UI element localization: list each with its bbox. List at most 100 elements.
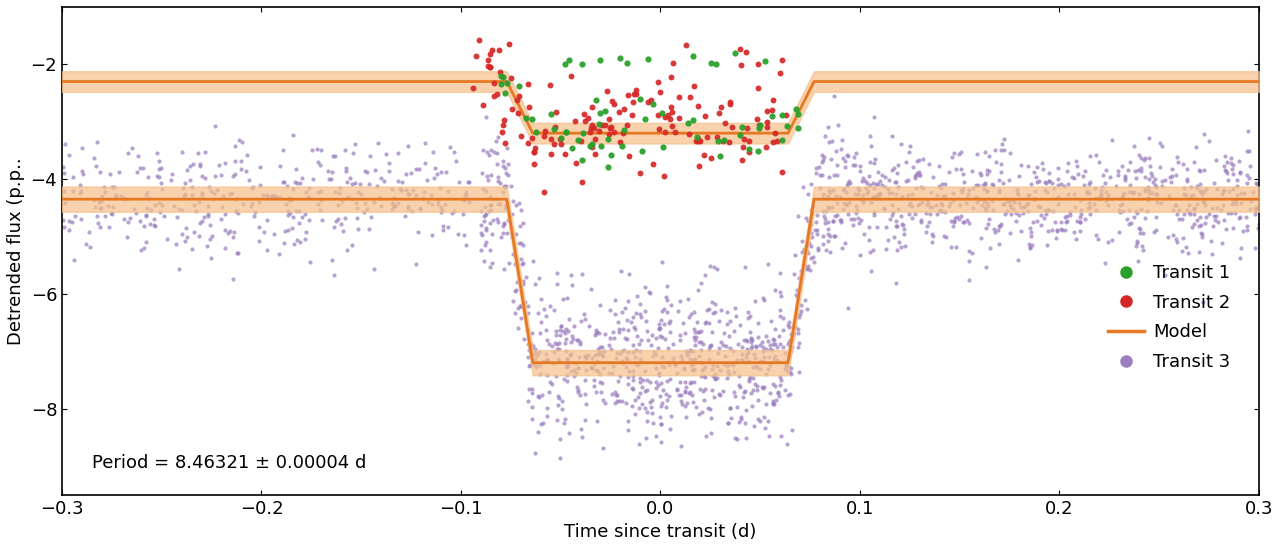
Point (618, 380, 639, 389)
Point (781, 363, 801, 372)
Point (695, 362, 716, 371)
Point (609, 328, 630, 337)
Point (745, 380, 765, 389)
Point (454, 231, 475, 240)
Point (466, 52, 486, 60)
Point (669, 113, 690, 122)
Point (776, 111, 796, 120)
Point (954, 178, 974, 186)
Point (764, 128, 785, 137)
Point (453, 195, 474, 203)
Point (672, 355, 692, 364)
Point (554, 419, 575, 427)
Point (759, 432, 780, 441)
Point (398, 204, 419, 213)
Point (886, 189, 906, 198)
Point (1126, 238, 1147, 247)
Point (928, 182, 948, 191)
Point (1184, 158, 1204, 167)
Point (383, 198, 403, 207)
Point (726, 357, 746, 366)
Point (671, 352, 691, 361)
Point (748, 318, 768, 327)
Point (211, 170, 232, 179)
Point (620, 152, 640, 161)
Point (796, 264, 817, 273)
Point (1119, 220, 1139, 229)
Point (476, 112, 497, 121)
Point (1219, 208, 1239, 217)
Point (346, 199, 366, 208)
Point (833, 204, 854, 213)
Point (279, 194, 300, 203)
Point (948, 214, 969, 223)
Point (355, 167, 375, 175)
Point (588, 350, 608, 359)
Point (476, 238, 497, 247)
Point (1236, 170, 1257, 179)
Point (731, 61, 751, 70)
Point (753, 384, 773, 392)
Point (59, 151, 79, 159)
Point (762, 345, 782, 354)
Point (750, 416, 771, 425)
Point (772, 136, 792, 145)
Point (494, 218, 515, 227)
Point (573, 109, 594, 118)
Point (682, 356, 703, 364)
Point (910, 171, 931, 180)
Point (182, 245, 202, 254)
Point (677, 294, 698, 303)
Point (849, 186, 869, 195)
Point (974, 195, 995, 204)
Point (733, 336, 754, 345)
Point (818, 192, 838, 201)
Point (684, 333, 704, 341)
Point (567, 387, 588, 396)
Point (1108, 166, 1129, 175)
Point (1179, 208, 1199, 216)
Point (84, 196, 105, 204)
Point (90, 197, 110, 206)
Point (472, 230, 493, 239)
Point (826, 147, 846, 156)
Point (1190, 180, 1211, 189)
Point (1060, 207, 1080, 216)
Point (672, 400, 692, 409)
Point (742, 401, 763, 410)
Point (689, 162, 709, 171)
Point (248, 222, 269, 231)
Point (175, 179, 196, 187)
Point (963, 184, 983, 193)
Point (708, 348, 728, 357)
Point (927, 210, 947, 219)
Point (911, 198, 932, 207)
Point (438, 186, 458, 195)
Point (948, 150, 969, 159)
Point (860, 142, 881, 151)
Point (332, 197, 352, 206)
Point (488, 132, 508, 141)
Point (838, 198, 859, 207)
Point (646, 432, 667, 441)
Point (586, 95, 607, 104)
Point (604, 295, 625, 304)
Point (325, 188, 346, 197)
Point (1169, 215, 1189, 224)
Point (431, 168, 452, 176)
Point (870, 177, 891, 186)
Point (1146, 190, 1166, 198)
Point (973, 185, 993, 193)
Point (643, 100, 663, 109)
Point (750, 341, 771, 350)
Point (818, 230, 838, 238)
Point (991, 145, 1011, 154)
Point (722, 361, 742, 369)
Point (626, 360, 646, 369)
Point (590, 343, 611, 352)
Point (543, 359, 563, 368)
Point (940, 202, 960, 210)
Point (635, 387, 655, 396)
Point (600, 345, 621, 353)
Point (1001, 203, 1021, 212)
